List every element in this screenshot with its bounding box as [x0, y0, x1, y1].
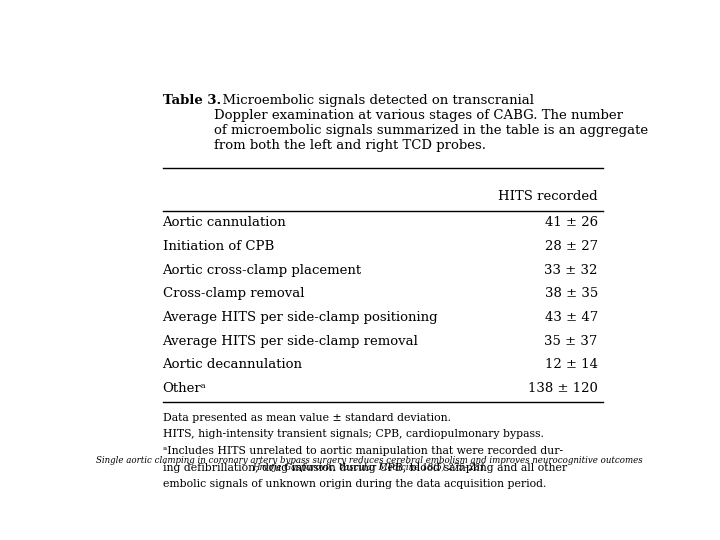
Text: 138 ± 120: 138 ± 120	[528, 382, 598, 395]
Text: Aortic decannulation: Aortic decannulation	[163, 359, 302, 372]
Text: 33 ± 32: 33 ± 32	[544, 264, 598, 276]
Text: Single aortic clamping in coronary artery bypass surgery reduces cerebral emboli: Single aortic clamping in coronary arter…	[96, 456, 642, 464]
Text: Aortic cannulation: Aortic cannulation	[163, 216, 287, 229]
Text: HITS recorded: HITS recorded	[498, 190, 598, 202]
Text: Average HITS per side-clamp positioning: Average HITS per side-clamp positioning	[163, 311, 438, 324]
Text: HITS, high-intensity transient signals; CPB, cardiopulmonary bypass.: HITS, high-intensity transient signals; …	[163, 429, 544, 440]
Text: ing defibrillation, drug infusion during CPB, blood sampling and all other: ing defibrillation, drug infusion during…	[163, 463, 567, 472]
Text: Data presented as mean value ± standard deviation.: Data presented as mean value ± standard …	[163, 413, 451, 423]
Text: Cross-clamp removal: Cross-clamp removal	[163, 287, 304, 300]
Text: ᵃIncludes HITS unrelated to aortic manipulation that were recorded dur-: ᵃIncludes HITS unrelated to aortic manip…	[163, 446, 562, 456]
Text: Aortic cross-clamp placement: Aortic cross-clamp placement	[163, 264, 361, 276]
Text: Initiation of CPB: Initiation of CPB	[163, 240, 274, 253]
Text: 43 ± 47: 43 ± 47	[544, 311, 598, 324]
Text: Otherᵃ: Otherᵃ	[163, 382, 207, 395]
Text: embolic signals of unknown origin during the data acquisition period.: embolic signals of unknown origin during…	[163, 480, 546, 489]
Text: Table 3.: Table 3.	[163, 94, 221, 107]
Text: Hrvoje Gasparovic, Vascular Medicine 18(5) 275–281: Hrvoje Gasparovic, Vascular Medicine 18(…	[252, 463, 486, 472]
Text: Average HITS per side-clamp removal: Average HITS per side-clamp removal	[163, 335, 418, 348]
Text: 28 ± 27: 28 ± 27	[544, 240, 598, 253]
Text: Microembolic signals detected on transcranial
Doppler examination at various sta: Microembolic signals detected on transcr…	[214, 94, 648, 152]
Text: 38 ± 35: 38 ± 35	[544, 287, 598, 300]
Text: 41 ± 26: 41 ± 26	[544, 216, 598, 229]
Text: 12 ± 14: 12 ± 14	[545, 359, 598, 372]
Text: 35 ± 37: 35 ± 37	[544, 335, 598, 348]
